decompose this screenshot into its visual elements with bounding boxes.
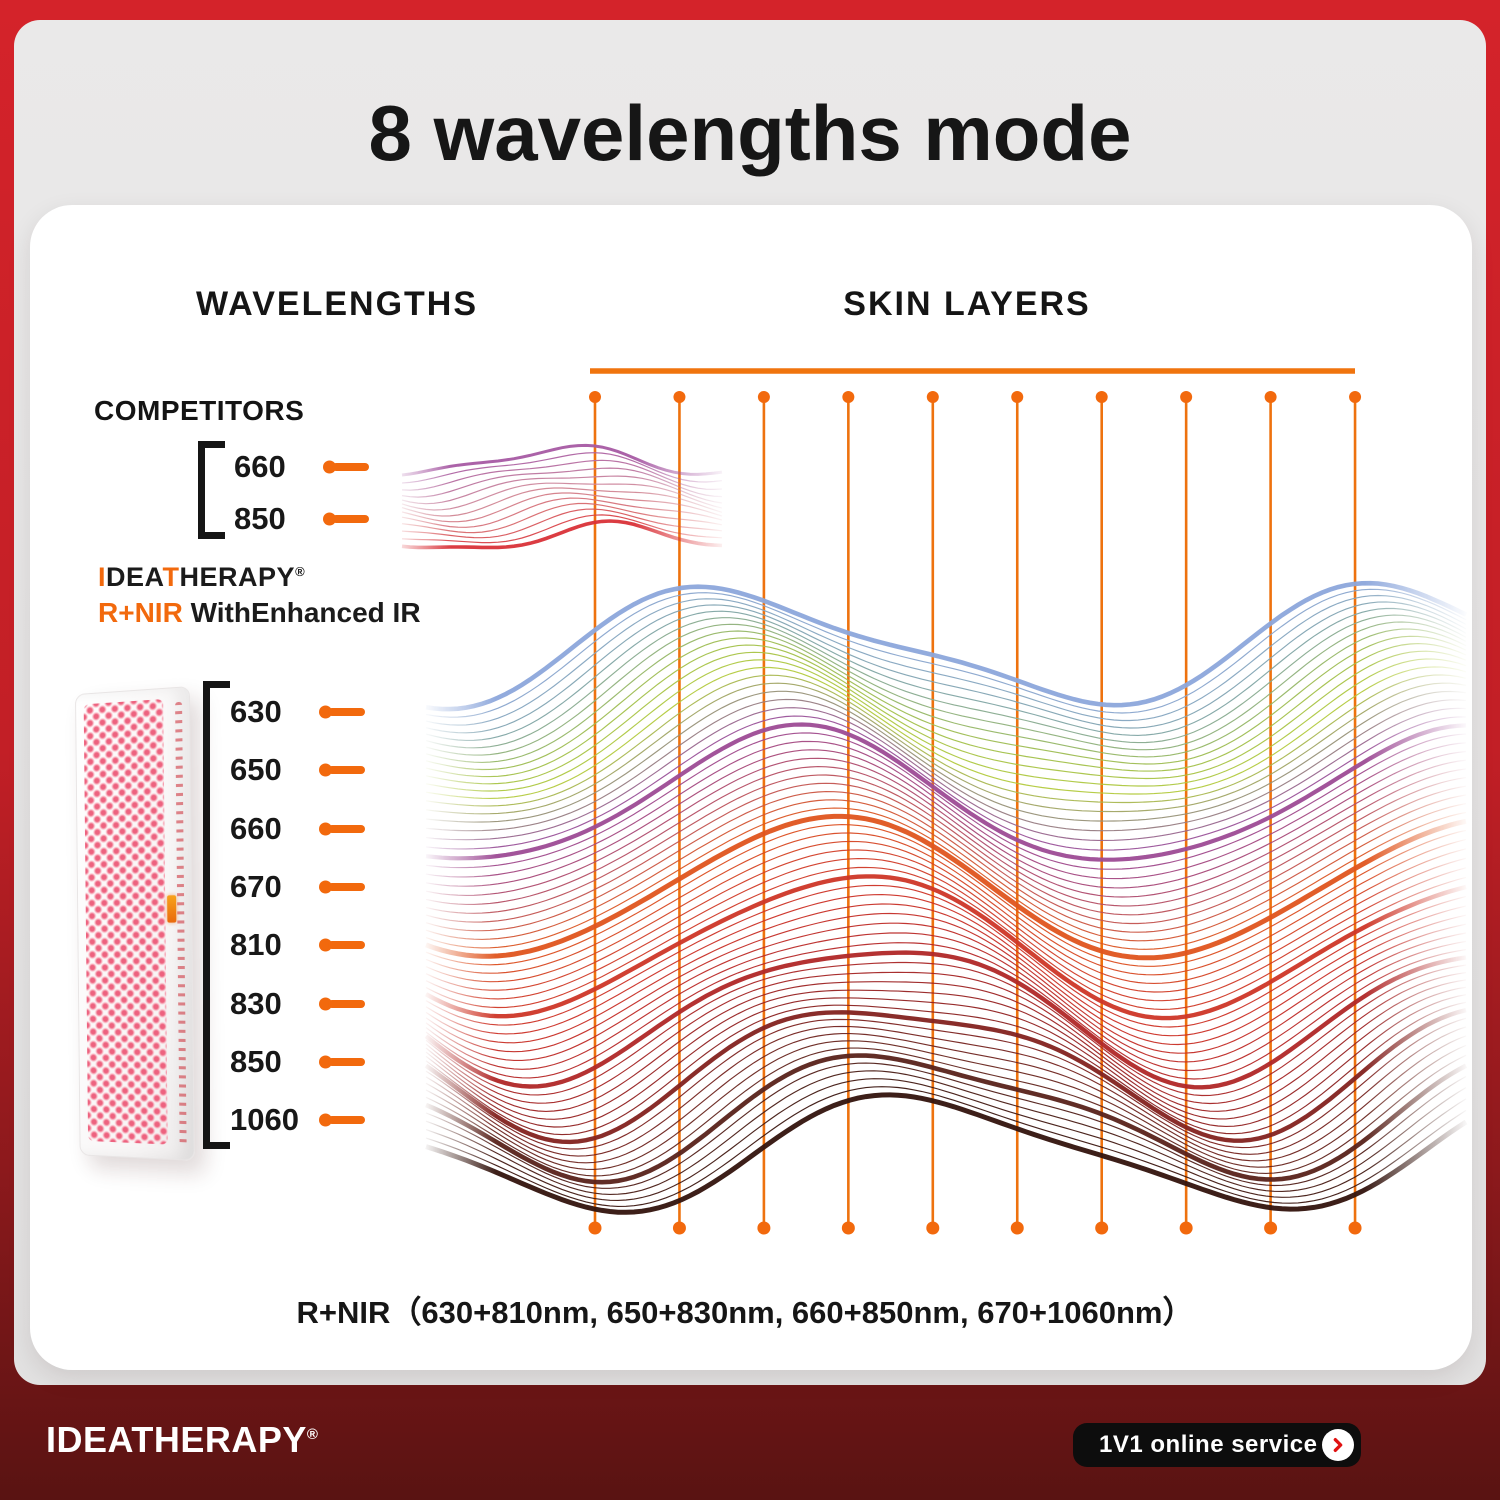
main-wave-bundle [424, 580, 1468, 1215]
competitor-wavelength-list: 660 850 [234, 441, 369, 545]
wavelength-marker-icon [323, 461, 369, 474]
brand-logo-segment-highlight: I [98, 562, 107, 592]
footer-logo: IDEATHERAPY® [46, 1419, 318, 1461]
wavelength-value: 850 [230, 1043, 282, 1079]
wavelength-marker-icon [319, 822, 365, 835]
footer-logo-text: IDEATHERAPY [46, 1419, 307, 1460]
wavelength-marker-icon [319, 997, 365, 1010]
skin-layers-header: SKIN LAYERS [843, 285, 1091, 323]
brand-subtitle-rest: WithEnhanced IR [182, 596, 421, 628]
chevron-right-icon [1322, 1429, 1354, 1461]
wavelength-row: 850 [230, 1033, 365, 1091]
wavelength-value: 830 [230, 985, 282, 1021]
brand-subtitle: R+NIR WithEnhanced IR [98, 596, 421, 630]
panel-side-leds [175, 701, 187, 1146]
therapy-panel-image [75, 686, 195, 1162]
wavelength-row: 1060 [230, 1091, 365, 1149]
wavelength-value: 630 [230, 694, 282, 730]
wavelength-row: 670 [230, 858, 365, 916]
wavelength-value: 660 [234, 449, 286, 484]
wavelength-marker-icon [319, 1055, 365, 1068]
wavelength-row: 810 [230, 916, 365, 974]
wavelength-marker-icon [319, 706, 365, 719]
footer-bar: IDEATHERAPY® 1V1 online service [0, 1385, 1500, 1500]
wavelength-marker-icon [319, 764, 365, 777]
brand-logo-text: IDEATHERAPY [98, 562, 295, 592]
brand-logo-segment-highlight: T [162, 562, 180, 592]
wavelength-value: 850 [234, 501, 286, 536]
brand-logo-segment: DEA [106, 562, 163, 592]
wavelength-value: 670 [230, 869, 282, 905]
page-title: 8 wavelengths mode [368, 89, 1132, 177]
competitor-wave-bundle [401, 443, 723, 550]
wavelength-marker-icon [319, 939, 365, 952]
competitors-label: COMPETITORS [94, 395, 305, 426]
online-service-label: 1V1 online service [1099, 1431, 1318, 1458]
competitors-bracket [198, 441, 226, 539]
wavelength-marker-icon [319, 881, 365, 894]
wavelength-value: 660 [230, 810, 282, 846]
wavelength-value: 650 [230, 752, 282, 788]
wavelength-row: 630 [230, 683, 365, 741]
brand-logo: IDEATHERAPY® [98, 561, 421, 594]
wavelength-value: 1060 [230, 1102, 299, 1138]
device-bracket [203, 681, 233, 1149]
content-card: WAVELENGTHS SKIN LAYERS COMPETITORS 660 8… [30, 205, 1472, 1370]
panel-power-tag [167, 895, 177, 923]
brand-subtitle-highlight: R+NIR [98, 596, 183, 628]
brand-logo-segment: HERAPY [179, 562, 296, 592]
inner-panel: 8 wavelengths mode WAVELENGTHS SKIN LAYE… [14, 20, 1486, 1385]
wavelength-marker-icon [319, 1114, 365, 1127]
online-service-button[interactable]: 1V1 online service [1073, 1423, 1361, 1467]
depth-gridlines [588, 368, 1362, 1235]
wavelength-value: 810 [230, 927, 282, 963]
wavelength-row: 830 [230, 974, 365, 1032]
pairing-footnote: R+NIR（630+810nm, 650+830nm, 660+850nm, 6… [296, 1295, 1194, 1330]
wavelength-row: 660 [230, 800, 365, 858]
footer-reg-mark: ® [306, 1426, 319, 1443]
wavelength-marker-icon [323, 513, 369, 526]
brand-block: IDEATHERAPY® R+NIR WithEnhanced IR [98, 561, 421, 630]
wavelength-row: 650 [230, 741, 365, 799]
brand-reg-mark: ® [295, 564, 306, 579]
wavelengths-header: WAVELENGTHS [195, 285, 479, 323]
device-wavelength-list: 630 650 660 670 810 830 850 1060 [230, 683, 365, 1149]
wavelength-row: 850 [234, 493, 369, 545]
wavelength-row: 660 [234, 441, 369, 493]
